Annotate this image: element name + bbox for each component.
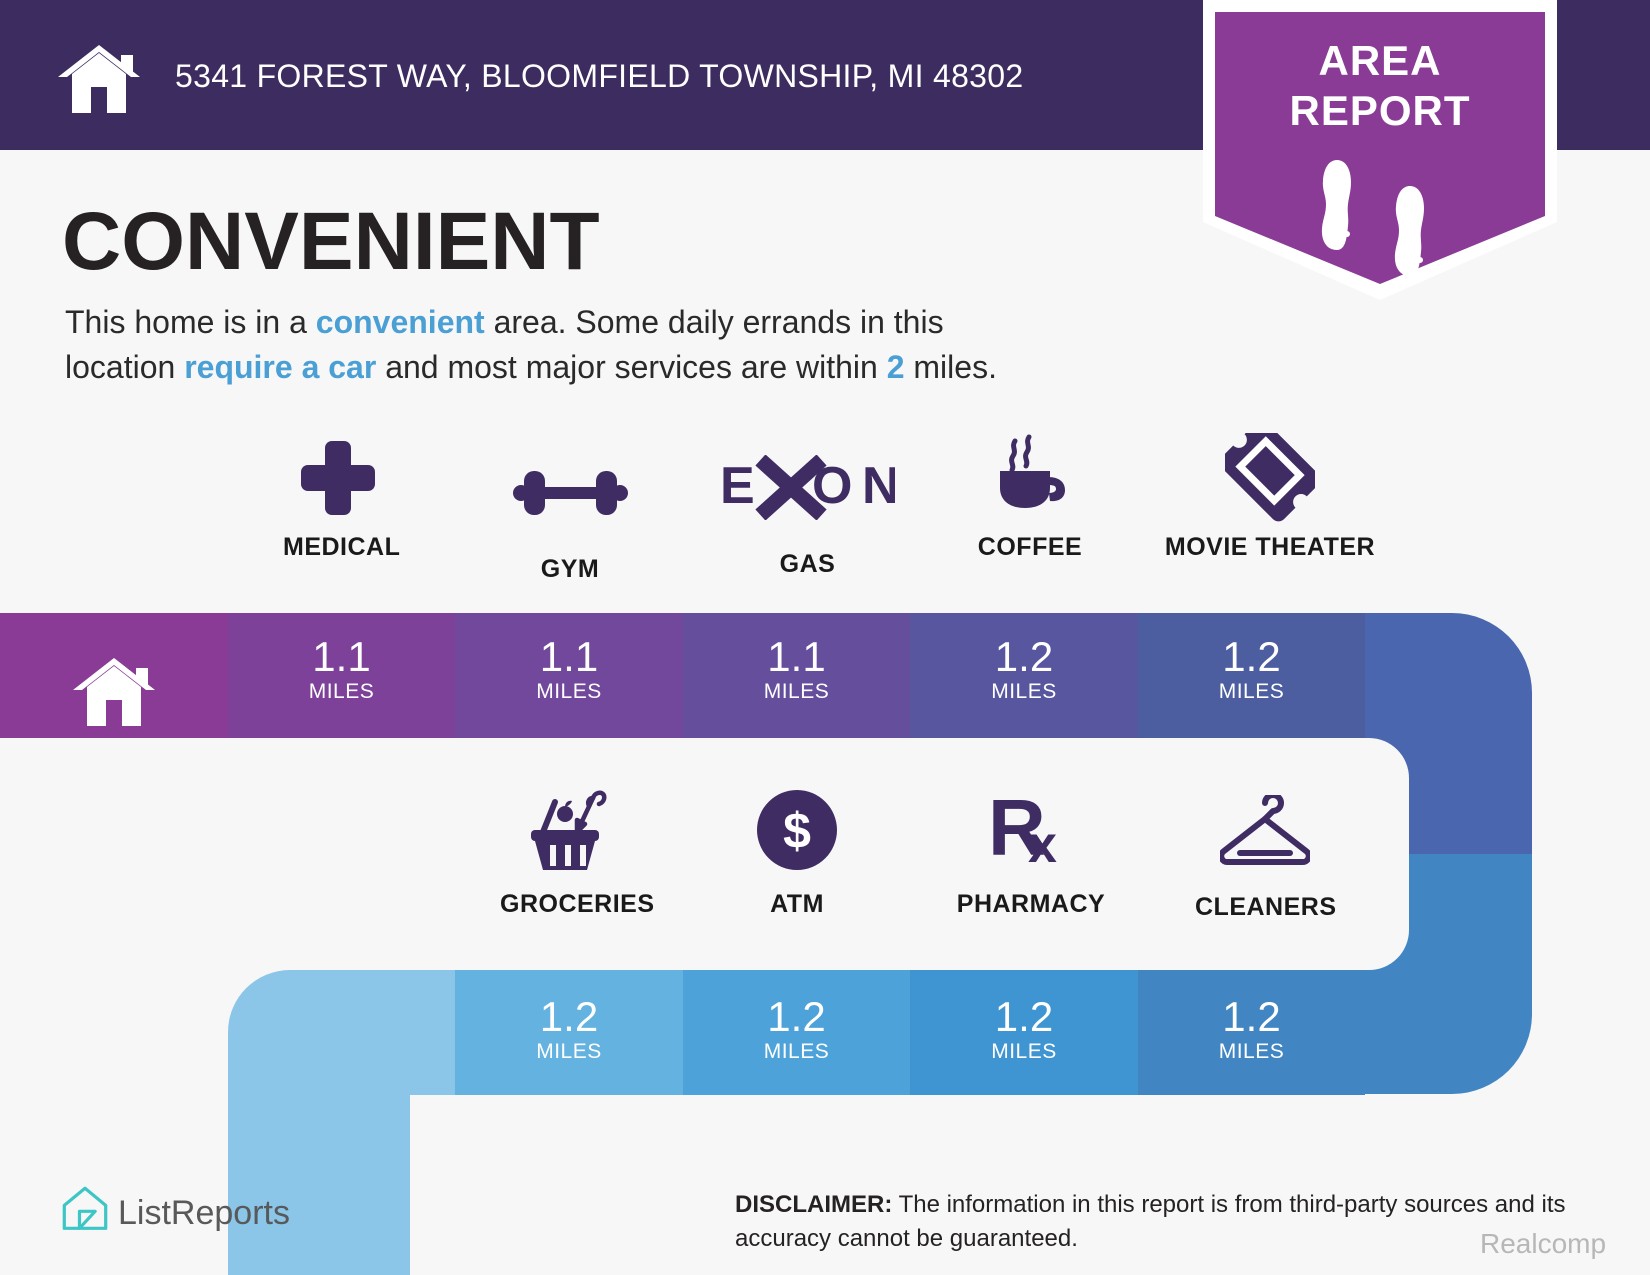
svg-text:x: x: [1028, 816, 1057, 874]
svg-text:$: $: [783, 803, 811, 859]
svg-text:E: E: [720, 457, 753, 515]
svg-text:N: N: [862, 457, 895, 515]
